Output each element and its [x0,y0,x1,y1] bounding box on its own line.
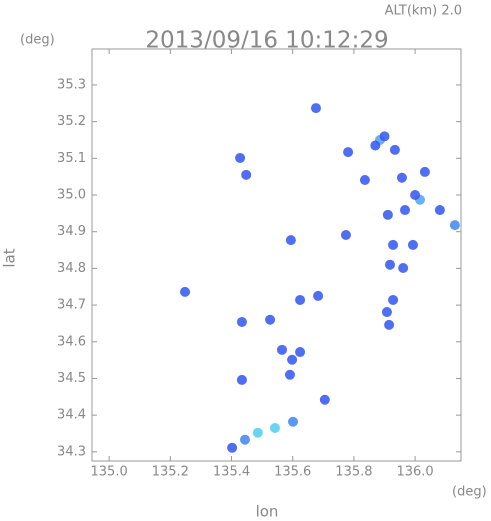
echo-point [265,314,276,325]
echo-point [379,131,390,142]
x-tick-label: 135.6 [274,465,311,480]
echo-point [313,290,324,301]
y-tick-label: 34.9 [57,224,86,239]
x-tick-label: 135.2 [152,465,189,480]
x-tick-label: 136.0 [396,465,433,480]
echo-point [288,416,299,427]
echo-point [310,103,321,114]
echo-point [434,205,445,216]
echo-point [419,166,430,177]
echo-point [400,205,411,216]
chart-title: 2013/09/16 10:12:29 [145,28,388,54]
echo-point [241,169,252,180]
echo-point [359,174,370,185]
x-unit: (deg) [452,485,487,500]
y-tick-label: 35.0 [57,188,86,203]
echo-point [340,230,351,241]
y-tick-label: 34.3 [57,444,86,459]
altitude: ALT(km) 2.0 [385,4,462,19]
echo-point [285,235,296,246]
x-tick-label: 135.0 [91,465,128,480]
echo-point [370,140,381,151]
echo-point [389,144,400,155]
y-tick-label: 35.2 [57,114,86,129]
plot-frame [91,48,462,462]
y-tick-label: 35.1 [57,151,86,166]
echo-point [343,147,354,158]
y-tick-label: 35.3 [57,77,86,92]
echo-point [384,319,395,330]
y-tick-label: 34.6 [57,334,86,349]
x-axis-label: lon [256,503,279,521]
echo-point [410,190,421,201]
echo-point [180,286,191,297]
echo-point [396,172,407,183]
y-tick-label: 34.7 [57,298,86,313]
echo-point [236,374,247,385]
echo-point [235,152,246,163]
echo-point [269,422,280,433]
echo-point [388,294,399,305]
y-unit: (deg) [20,33,55,48]
echo-point [398,263,409,274]
echo-point [319,394,330,405]
echo-point [385,259,396,270]
echo-point [449,220,460,231]
y-tick-label: 34.4 [57,408,86,423]
echo-point [252,427,263,438]
echo-point [284,369,295,380]
echo-point [382,209,393,220]
echo-point [388,239,399,250]
echo-point [277,344,288,355]
y-axis-label: lat [1,248,19,267]
echo-point [227,442,238,453]
echo-point [236,316,247,327]
x-tick-label: 135.8 [335,465,372,480]
echo-point [239,434,250,445]
echo-point [407,239,418,250]
echo-point [381,307,392,318]
echo-point [287,354,298,365]
y-tick-label: 34.5 [57,371,86,386]
y-tick-label: 34.8 [57,261,86,276]
x-tick-label: 135.4 [213,465,250,480]
echo-point [295,347,306,358]
echo-point [295,294,306,305]
